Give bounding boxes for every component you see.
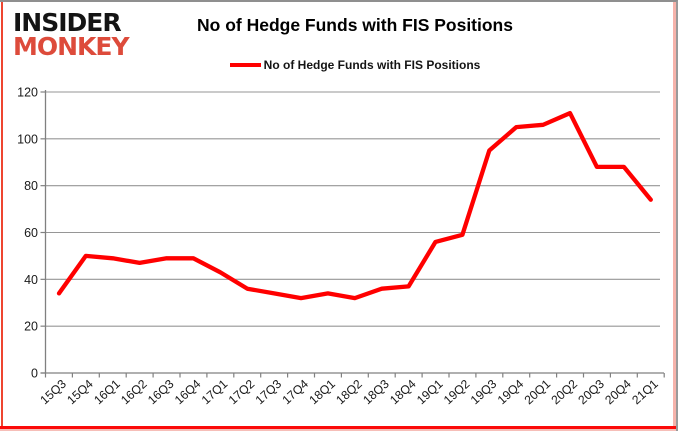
svg-text:17Q2: 17Q2: [226, 377, 258, 408]
svg-text:16Q1: 16Q1: [91, 377, 123, 408]
svg-text:20Q2: 20Q2: [549, 377, 581, 408]
logo-text-insider: INSIDER: [13, 8, 122, 37]
svg-text:16Q2: 16Q2: [118, 377, 150, 408]
svg-text:19Q4: 19Q4: [495, 377, 527, 408]
chart-title: No of Hedge Funds with FIS Positions: [197, 15, 513, 35]
legend-line-marker-icon: [229, 63, 261, 67]
logo-text-monkey: MONKEY: [13, 32, 130, 61]
svg-text:20Q4: 20Q4: [602, 377, 634, 408]
frame-left-accent: [1, 2, 3, 427]
svg-text:15Q3: 15Q3: [37, 377, 69, 408]
frame-bottom-accent: [0, 426, 676, 429]
svg-text:17Q1: 17Q1: [199, 377, 231, 408]
svg-text:17Q3: 17Q3: [253, 377, 285, 408]
svg-text:16Q3: 16Q3: [145, 377, 177, 408]
svg-text:120: 120: [17, 86, 38, 100]
svg-text:19Q3: 19Q3: [468, 377, 500, 408]
svg-text:18Q3: 18Q3: [360, 377, 392, 408]
svg-text:19Q2: 19Q2: [441, 377, 473, 408]
svg-text:18Q4: 18Q4: [387, 377, 419, 408]
svg-text:40: 40: [24, 273, 38, 287]
svg-text:18Q1: 18Q1: [306, 377, 338, 408]
chart-legend: No of Hedge Funds with FIS Positions: [34, 57, 676, 73]
svg-text:20Q3: 20Q3: [575, 377, 607, 408]
svg-text:15Q4: 15Q4: [64, 377, 96, 408]
svg-text:20: 20: [24, 320, 38, 334]
insider-monkey-logo: INSIDER MONKEY: [13, 8, 130, 61]
svg-text:20Q1: 20Q1: [522, 377, 554, 408]
svg-text:100: 100: [17, 132, 38, 146]
legend-label: No of Hedge Funds with FIS Positions: [263, 58, 481, 72]
svg-text:19Q1: 19Q1: [414, 377, 446, 408]
frame-bottom-fade: [0, 429, 676, 431]
frame-right-accent: [673, 2, 676, 431]
svg-text:17Q4: 17Q4: [280, 377, 312, 408]
svg-text:80: 80: [24, 179, 38, 193]
svg-text:18Q2: 18Q2: [333, 377, 365, 408]
svg-text:0: 0: [31, 367, 38, 381]
svg-text:21Q1: 21Q1: [629, 377, 661, 408]
svg-text:60: 60: [24, 226, 38, 240]
svg-text:16Q4: 16Q4: [172, 377, 204, 408]
